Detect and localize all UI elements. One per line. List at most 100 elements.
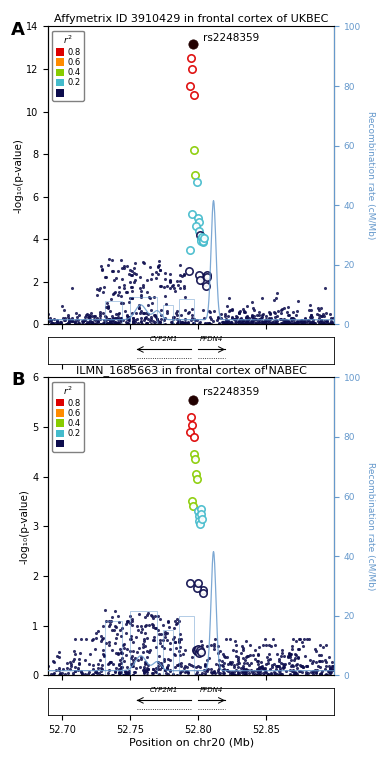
- Point: [310, 656, 317, 668]
- Point: [211, 640, 217, 652]
- Point: [235, 666, 241, 678]
- Point: [233, 640, 239, 652]
- Point: [52, 664, 59, 676]
- Point: [263, 666, 269, 678]
- Point: [110, 659, 116, 671]
- Point: [257, 664, 264, 676]
- Point: [298, 314, 304, 326]
- Point: [271, 665, 277, 678]
- Point: [255, 655, 261, 667]
- Point: [239, 314, 245, 326]
- Point: [290, 318, 296, 330]
- Point: [155, 315, 161, 327]
- Point: [74, 317, 81, 329]
- Point: [229, 317, 235, 329]
- Point: [258, 292, 264, 304]
- Point: [156, 255, 162, 267]
- Point: [278, 656, 284, 668]
- Point: [290, 306, 296, 318]
- Point: [271, 314, 278, 326]
- Point: [223, 634, 229, 646]
- Point: [262, 316, 268, 329]
- Bar: [105, 621, 122, 675]
- Point: [281, 314, 287, 326]
- Point: [234, 311, 240, 323]
- Point: [55, 316, 61, 329]
- Point: [179, 665, 185, 677]
- Point: [216, 659, 222, 671]
- Point: [106, 313, 112, 326]
- Point: [125, 615, 131, 628]
- Point: [276, 665, 283, 678]
- Point: [222, 316, 229, 328]
- Point: [328, 317, 334, 329]
- Point: [303, 634, 310, 646]
- Point: [308, 309, 314, 321]
- Point: [239, 644, 245, 656]
- Point: [93, 665, 100, 678]
- Point: [195, 510, 201, 522]
- Point: [275, 660, 281, 672]
- Point: [177, 665, 183, 678]
- Point: [324, 314, 330, 326]
- Point: [98, 662, 104, 674]
- Point: [100, 317, 106, 329]
- Point: [118, 290, 124, 302]
- Point: [130, 645, 136, 657]
- Point: [294, 668, 300, 680]
- Point: [129, 269, 135, 281]
- Point: [132, 314, 138, 326]
- Point: [293, 304, 300, 316]
- Point: [190, 37, 196, 49]
- Point: [158, 313, 164, 326]
- Point: [95, 658, 102, 670]
- Point: [255, 647, 261, 659]
- Point: [304, 315, 310, 327]
- Point: [164, 280, 170, 292]
- Point: [272, 307, 278, 319]
- Point: [151, 631, 157, 643]
- Point: [78, 665, 84, 677]
- Point: [225, 318, 231, 330]
- Point: [96, 307, 103, 319]
- Point: [240, 662, 246, 674]
- Point: [291, 652, 298, 664]
- Point: [116, 281, 122, 293]
- Point: [242, 669, 249, 681]
- Text: CYP2M1: CYP2M1: [150, 336, 178, 342]
- Point: [216, 317, 222, 329]
- Point: [288, 653, 294, 665]
- Point: [132, 257, 138, 269]
- Point: [204, 316, 210, 329]
- Point: [308, 311, 314, 323]
- Point: [278, 668, 284, 680]
- Point: [202, 667, 208, 679]
- Point: [196, 225, 202, 237]
- Point: [79, 668, 85, 680]
- Point: [231, 669, 237, 681]
- Point: [287, 318, 293, 330]
- Point: [186, 658, 192, 670]
- Point: [89, 310, 95, 322]
- Point: [149, 667, 156, 679]
- Bar: [105, 301, 122, 324]
- Point: [113, 317, 119, 329]
- Point: [315, 302, 321, 314]
- Point: [145, 313, 151, 326]
- Point: [310, 665, 316, 678]
- Point: [251, 310, 257, 322]
- Point: [296, 665, 302, 677]
- Point: [110, 312, 116, 324]
- Point: [154, 313, 160, 325]
- Point: [222, 651, 228, 663]
- Point: [75, 314, 81, 326]
- Point: [156, 259, 163, 271]
- Point: [198, 640, 205, 652]
- Point: [287, 668, 293, 681]
- Point: [278, 304, 284, 316]
- Point: [160, 634, 166, 646]
- Point: [124, 615, 130, 627]
- Point: [128, 652, 134, 664]
- Point: [211, 305, 217, 317]
- Point: [280, 314, 286, 326]
